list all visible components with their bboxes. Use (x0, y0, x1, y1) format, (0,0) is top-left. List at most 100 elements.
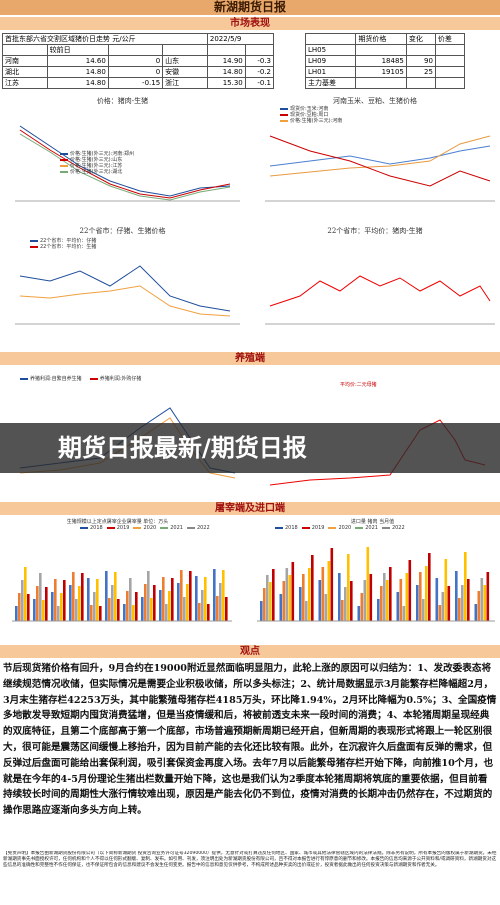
decor-bar (132, 605, 135, 621)
table-row: 主力基差 (304, 77, 466, 89)
decor-bar (171, 578, 174, 621)
table-cell: 湖北 (2, 66, 48, 78)
view-text: 节后现货猪价格有回升，9月合约在19000附近显然面临明显阻力，此轮上涨的原因可… (3, 663, 497, 817)
decor-bar (402, 606, 406, 621)
legend-entry: 22个省市：平均价：生猪 (30, 244, 96, 250)
legend: 2018 2019 2020 2021 2022 (0, 525, 235, 531)
decor-bar (263, 588, 266, 621)
decor-bar (126, 591, 129, 621)
legend-swatch (60, 158, 68, 161)
decor-bar (69, 585, 72, 621)
decor-bar (114, 572, 117, 621)
decor-bar (405, 573, 409, 621)
section-heading: 市场表现 (0, 17, 500, 30)
decor-bar (327, 561, 331, 621)
disclaimer-title: 【免责声明】 (3, 851, 31, 856)
decor-bar (144, 584, 147, 621)
spot-table: 首批东部六省交割区域猪价日走势 元/公斤 2022/5/9 较前日 河南 14.60 0 山… (2, 33, 275, 89)
decor-bar (419, 572, 422, 621)
section-heading: 屠宰端及进口端 (0, 502, 500, 515)
section-heading: 养殖端 (0, 352, 500, 365)
legend-label: 养猪利润:外购仔猪 (99, 376, 142, 382)
decor-bar (93, 592, 96, 621)
table-header: 期货价格 (355, 33, 407, 45)
decor-bar (105, 571, 108, 621)
decor-bar (75, 599, 78, 621)
legend-label: 2018 (285, 525, 298, 531)
legend-label: 现货价:豆粕:周口 (290, 112, 329, 118)
table-cell: 25 (405, 66, 436, 78)
legend: 2018 2019 2020 2021 2022 (245, 525, 500, 531)
legend-entry: 现货价:玉米:河南 (280, 106, 342, 112)
table-title: 首批东部六省交割区域猪价日走势 元/公斤 (2, 33, 208, 45)
legend-swatch (89, 377, 98, 380)
legend-swatch (80, 526, 88, 529)
chart-panel: 22个省市：仔猪、生猪价格 22个省市：平均价：仔猪 22个省市：平均价：生猪 (0, 226, 245, 344)
decor-bar (266, 575, 269, 621)
decor-bar (123, 604, 126, 621)
table-row: 河南 14.60 0 山东 14.90 -0.3 (2, 55, 275, 67)
legend-entry: 2022 (186, 525, 210, 531)
decor-bar (272, 569, 275, 621)
decor-bar (15, 606, 18, 621)
decor-bar (72, 572, 75, 621)
decor-bar (90, 605, 93, 621)
disclaimer-text: 本报告由新湖期货股份有限公司（以下简称新湖期货 投资咨询业务许可证号320900… (3, 851, 497, 868)
legend-swatch (355, 526, 364, 529)
decor-bar (282, 581, 286, 621)
legend-entry: 2020 (133, 525, 156, 531)
table-cell (304, 33, 357, 45)
decor-bar (150, 598, 153, 621)
table-cell: 14.90 (206, 55, 246, 67)
table-cell: 18485 (355, 55, 407, 67)
table-cell: 0 (107, 66, 164, 78)
decor-bar (33, 599, 36, 621)
chart-plot (265, 135, 495, 202)
decor-bar (408, 560, 412, 621)
section-heading: 观点 (0, 645, 500, 658)
decor-bar (344, 587, 347, 621)
decor-bar (447, 586, 451, 621)
decor-bar (219, 583, 222, 621)
table-cell (434, 55, 466, 67)
legend: 养猪利润:自繁自养生猪 养猪利润:外购仔猪 (0, 370, 245, 388)
legend-swatch (60, 164, 68, 167)
decor-bar (99, 606, 102, 621)
table-cell (107, 44, 164, 56)
decor-bar (458, 598, 461, 621)
decor-bar (222, 570, 225, 621)
legend-swatch (275, 526, 283, 529)
legend-label: 2018 (90, 525, 103, 531)
table-row: LH09 18485 90 (304, 55, 466, 67)
legend-entry: 价格:生猪(外三元):湖北 (60, 169, 134, 175)
decor-bar (477, 591, 481, 621)
table-cell (434, 44, 466, 56)
table-cell (434, 77, 466, 89)
decor-bar (216, 596, 219, 621)
chart-title: 22个省市：仔猪、生猪价格 (79, 227, 166, 235)
table-cell: LH05 (304, 44, 357, 56)
legend-entry: 2020 (328, 525, 351, 531)
legend-label: 价格:生猪(外三元):湖北 (70, 169, 123, 175)
chart-plot (12, 567, 232, 622)
table-cell (405, 77, 436, 89)
table-cell: 江苏 (2, 77, 48, 89)
legend-entry: 现货价:豆粕:周口 (280, 112, 342, 118)
table-row: LH01 19105 25 (304, 66, 466, 78)
decor-bar (78, 586, 81, 621)
disclaimer: 【免责声明】本报告由新湖期货股份有限公司（以下简称新湖期货 投资咨询业务许可证号… (3, 851, 497, 905)
decor-bar (269, 582, 272, 621)
chart-plot (15, 125, 240, 202)
decor-bar (441, 592, 445, 621)
decor-bar (360, 593, 364, 621)
decor-bar (299, 587, 302, 621)
decor-bar (377, 599, 380, 621)
decor-bar (324, 594, 328, 621)
table-cell (244, 44, 275, 56)
decor-bar (363, 580, 367, 621)
decor-bar (357, 606, 361, 621)
table-cell: 14.80 (46, 77, 109, 89)
decor-bar (153, 585, 156, 621)
table-cell: -0.2 (244, 66, 275, 78)
decor-bar (480, 578, 484, 621)
